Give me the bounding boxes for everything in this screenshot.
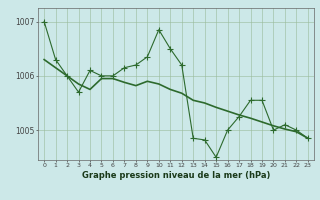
X-axis label: Graphe pression niveau de la mer (hPa): Graphe pression niveau de la mer (hPa) <box>82 171 270 180</box>
